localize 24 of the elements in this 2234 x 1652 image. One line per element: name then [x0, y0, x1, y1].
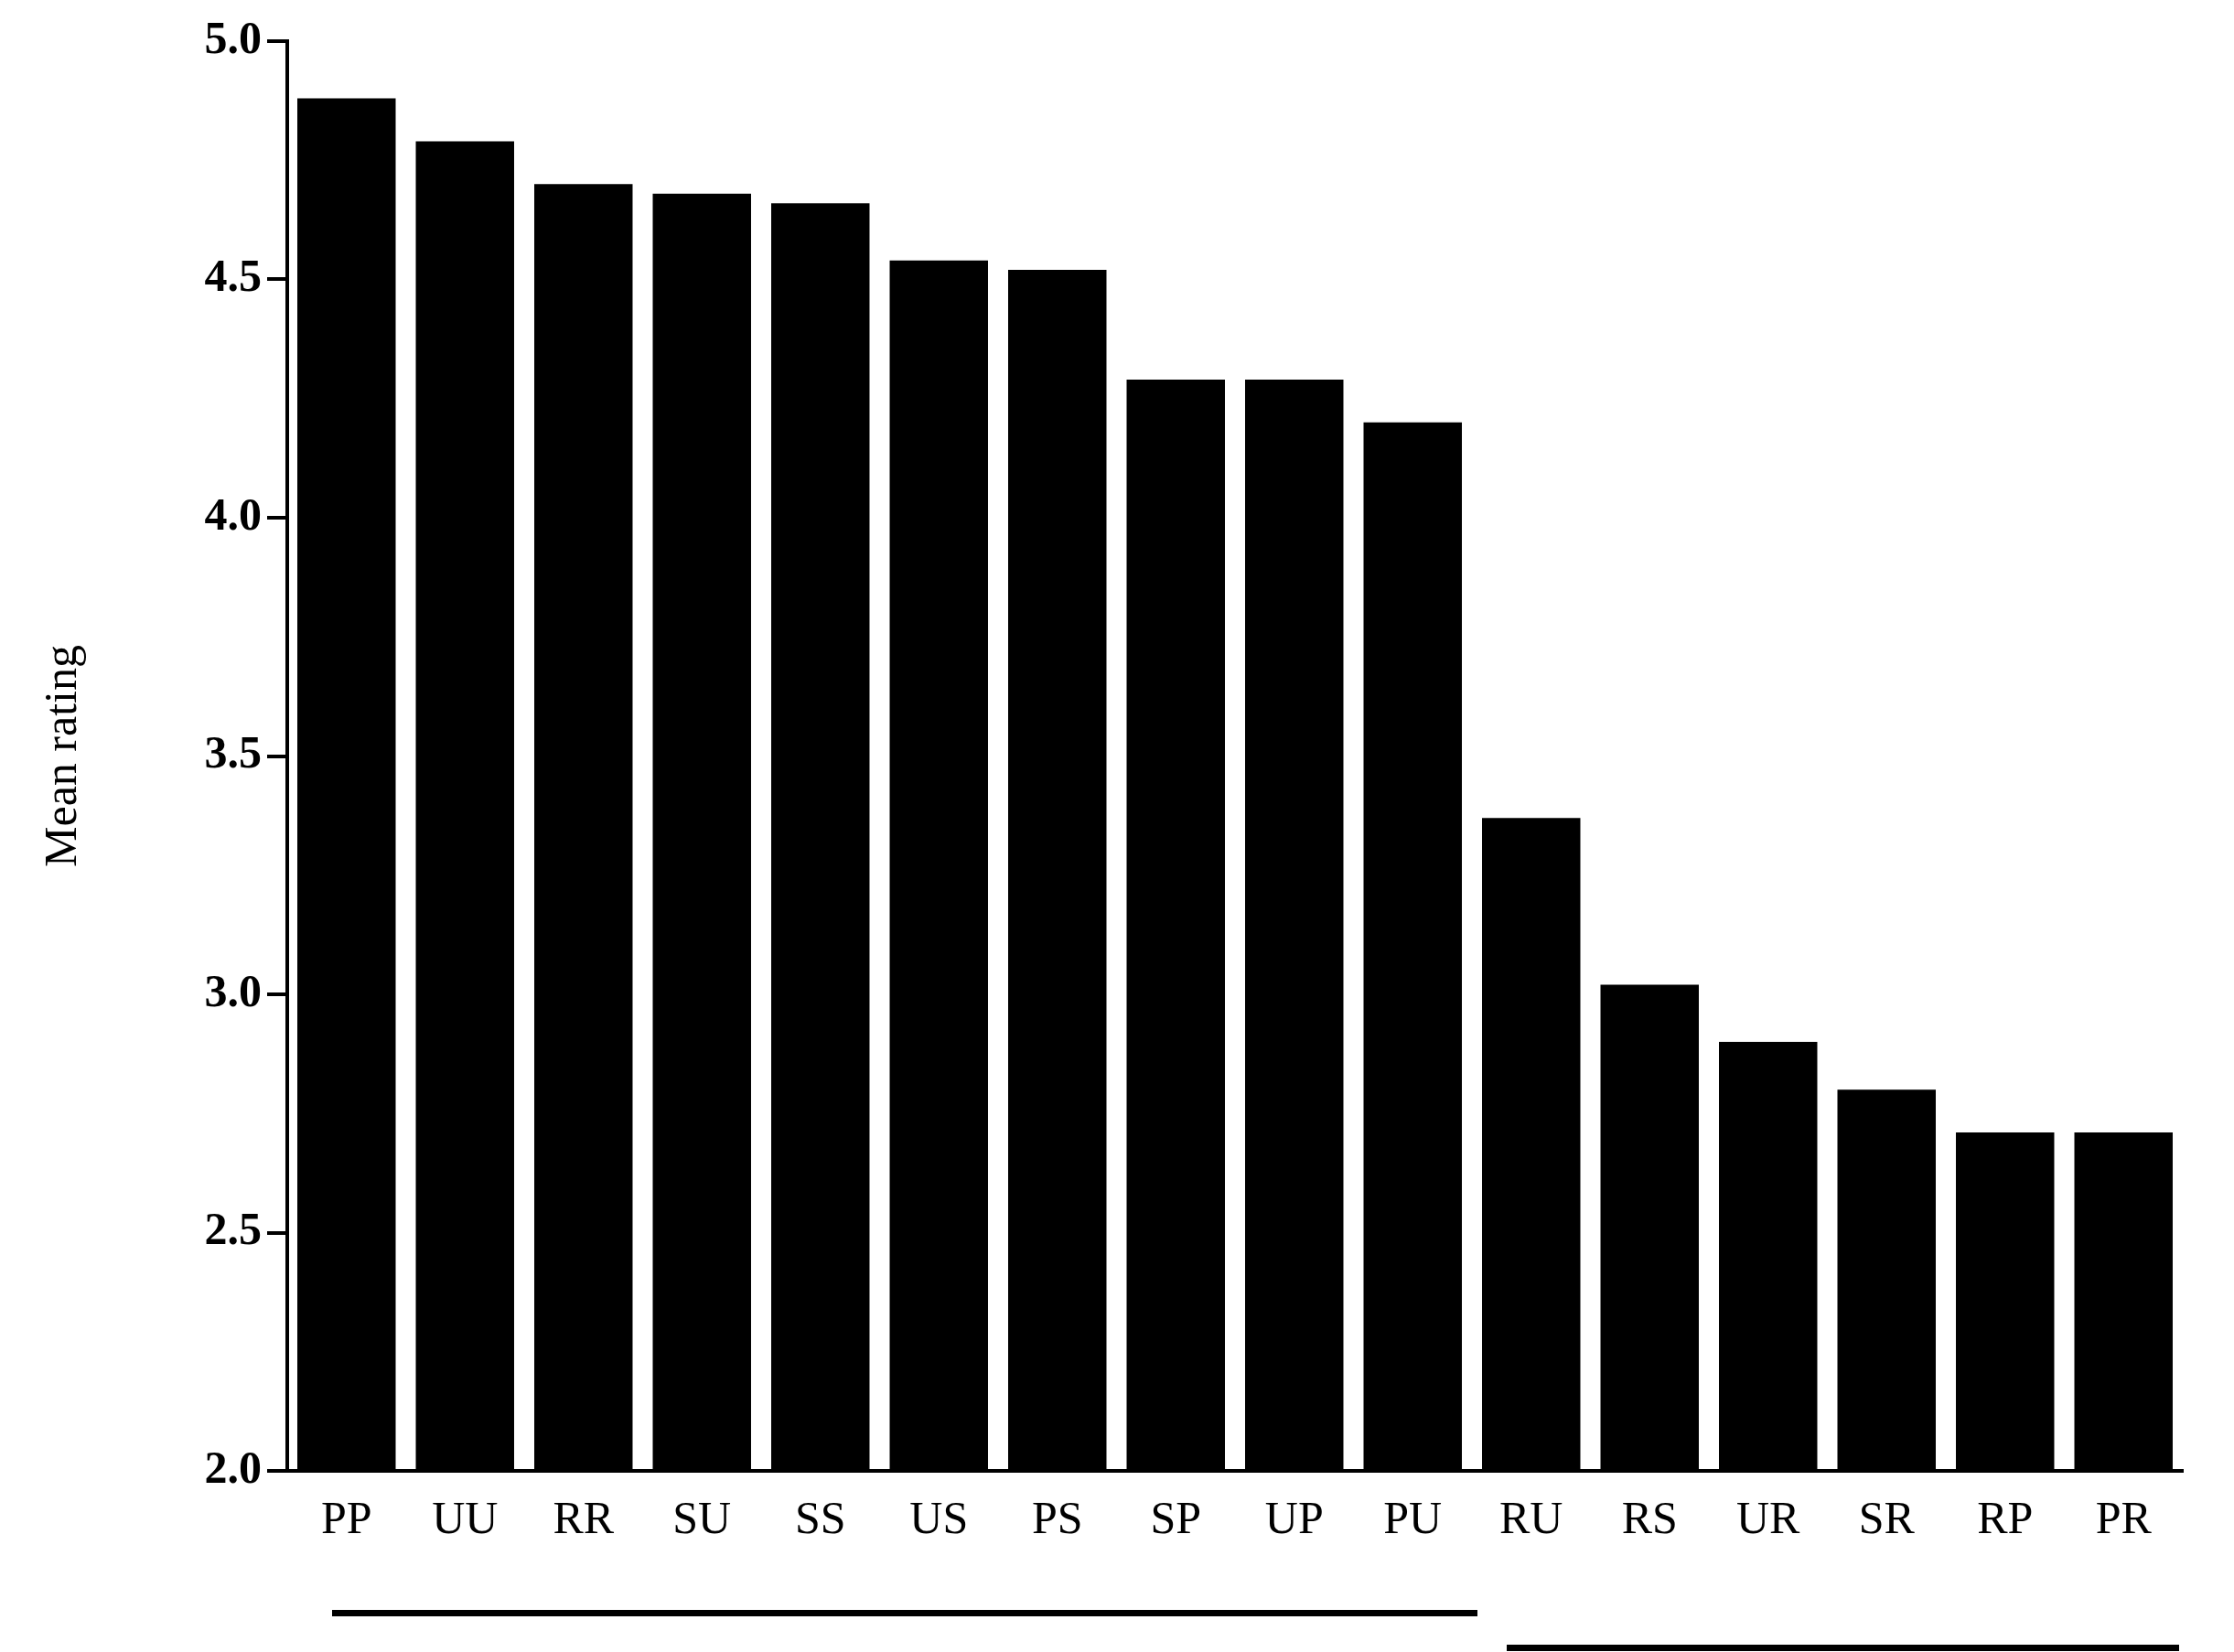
- y-tick-label: 2.5: [204, 1203, 262, 1255]
- x-tick-label: RR: [553, 1492, 615, 1544]
- x-tick-label: PS: [1031, 1492, 1083, 1544]
- x-tick-label: UU: [432, 1492, 499, 1544]
- x-tick-label: UR: [1736, 1492, 1801, 1544]
- x-tick-label: SP: [1150, 1492, 1202, 1544]
- x-tick-label: PP: [320, 1492, 372, 1544]
- x-tick-label: SR: [1858, 1492, 1916, 1544]
- x-tick-label: RP: [1977, 1492, 2034, 1544]
- x-tick-label: RU: [1499, 1492, 1563, 1544]
- x-tick-label: PR: [2095, 1492, 2153, 1544]
- x-tick-label: RS: [1621, 1492, 1678, 1544]
- y-axis-title: Mean rating: [35, 645, 87, 867]
- y-tick-label: 4.5: [204, 250, 262, 302]
- x-tick-label: US: [909, 1492, 969, 1544]
- y-tick-label: 3.5: [204, 726, 262, 778]
- y-tick-label: 5.0: [204, 11, 262, 63]
- x-tick-label: SU: [672, 1492, 732, 1544]
- x-tick-label: UP: [1264, 1492, 1324, 1544]
- y-tick-label: 4.0: [204, 488, 262, 540]
- x-tick-label: PU: [1383, 1492, 1443, 1544]
- x-tick-label: SS: [794, 1492, 846, 1544]
- y-tick-label: 2.0: [204, 1441, 262, 1493]
- y-tick-label: 3.0: [204, 964, 262, 1016]
